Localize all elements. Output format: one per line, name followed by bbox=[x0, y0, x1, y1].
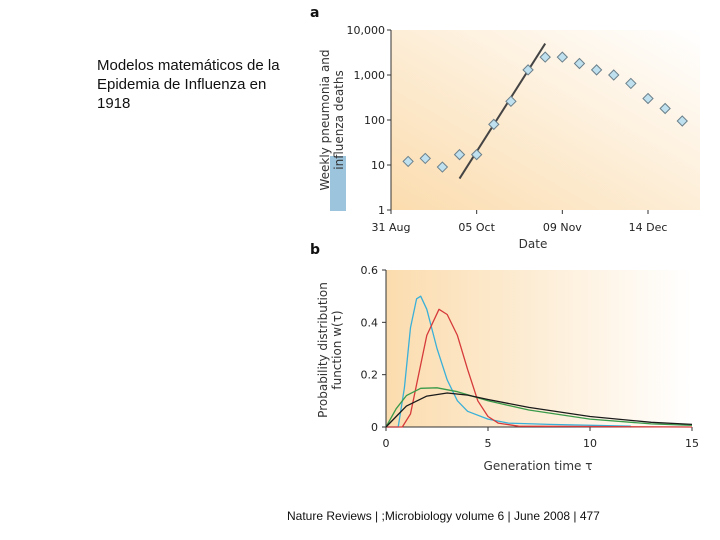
data-point bbox=[522, 64, 534, 76]
y-tick-label: 0.4 bbox=[361, 316, 379, 329]
chart-b: 0 0.2 0.4 0.6 0 5 10 15 Generation time τ Probabi… bbox=[316, 264, 699, 473]
data-point bbox=[556, 51, 569, 63]
panel-b-label: b bbox=[310, 242, 320, 258]
data-point bbox=[453, 148, 466, 161]
data-point bbox=[488, 118, 500, 131]
series-line bbox=[386, 308, 693, 428]
data-point bbox=[505, 95, 517, 108]
x-tick-label: 14 Dec bbox=[629, 221, 668, 234]
data-point bbox=[419, 152, 431, 165]
data-point bbox=[642, 92, 654, 105]
x-tick-label: 31 Aug bbox=[372, 221, 411, 234]
highlight bbox=[330, 156, 346, 211]
x-tick-label: 5 bbox=[485, 437, 492, 450]
series-line bbox=[386, 295, 631, 428]
x-tick-label: 0 bbox=[383, 437, 390, 450]
chart-a: 1 10 100 1,000 10,000 31 Aug 05 Oct 09 Nov 14 De… bbox=[318, 24, 700, 251]
data-point bbox=[659, 102, 671, 115]
y-axis-label-line: Probability distribution bbox=[316, 282, 330, 418]
data-point bbox=[573, 57, 586, 70]
slide-caption: Modelos matemáticos de la Epidemia de In… bbox=[97, 57, 280, 112]
data-point bbox=[676, 115, 688, 127]
data-point bbox=[625, 77, 637, 90]
y-tick-label: 0.2 bbox=[361, 369, 379, 382]
data-point bbox=[539, 51, 551, 63]
x-tick-label: 09 Nov bbox=[543, 221, 582, 234]
y-axis-label-line: Weekly pneumonia and bbox=[318, 49, 332, 190]
data-point bbox=[590, 64, 603, 76]
data-point bbox=[402, 155, 414, 168]
plot-background bbox=[386, 270, 692, 427]
x-axis-label: Date bbox=[519, 237, 548, 251]
data-point bbox=[436, 161, 449, 173]
x-axis-label: Generation time τ bbox=[484, 459, 593, 473]
y-axis-label-line: function w(τ) bbox=[330, 310, 344, 389]
y-tick-label: 10,000 bbox=[347, 24, 386, 37]
x-tick-label: 10 bbox=[583, 437, 597, 450]
data-point bbox=[608, 69, 620, 81]
y-tick-label: 1,000 bbox=[354, 69, 386, 82]
data-point bbox=[470, 148, 483, 161]
y-tick-label: 0.6 bbox=[361, 264, 379, 277]
series-line bbox=[385, 387, 693, 428]
panel-a-label: a bbox=[310, 5, 319, 21]
y-tick-label: 100 bbox=[364, 114, 385, 127]
y-axis-label-line: influenza deaths bbox=[332, 70, 346, 169]
y-axis-label: Weekly pneumonia andinfluenza deaths bbox=[318, 49, 346, 190]
x-tick-label: 15 bbox=[685, 437, 699, 450]
y-tick-label: 0 bbox=[371, 421, 378, 434]
y-tick-label: 10 bbox=[371, 159, 385, 172]
x-tick-label: 05 Oct bbox=[458, 221, 495, 234]
series-line bbox=[385, 392, 693, 428]
citation-footer: Nature Reviews | ;Microbiology volume 6 … bbox=[287, 509, 600, 523]
y-axis-label: Probability distributionfunction w(τ) bbox=[316, 282, 344, 418]
y-tick-label: 1 bbox=[378, 204, 385, 217]
